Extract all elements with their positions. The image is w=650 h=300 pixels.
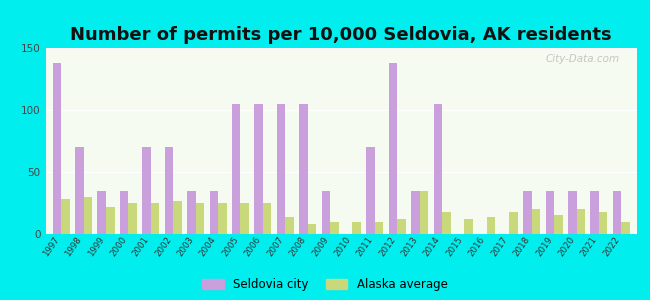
Bar: [299, 104, 307, 234]
Bar: [173, 200, 182, 234]
Bar: [254, 104, 263, 234]
Bar: [75, 147, 84, 234]
Bar: [196, 203, 204, 234]
Bar: [613, 190, 621, 234]
Legend: Seldovia city, Alaska average: Seldovia city, Alaska average: [202, 278, 448, 291]
Bar: [621, 222, 630, 234]
Bar: [61, 199, 70, 234]
Bar: [120, 190, 129, 234]
Bar: [397, 219, 406, 234]
Bar: [98, 190, 106, 234]
Bar: [84, 197, 92, 234]
Bar: [322, 190, 330, 234]
Bar: [240, 203, 249, 234]
Bar: [545, 190, 554, 234]
Bar: [285, 217, 294, 234]
Bar: [375, 222, 383, 234]
Text: City-Data.com: City-Data.com: [545, 54, 619, 64]
Bar: [164, 147, 173, 234]
Bar: [532, 209, 540, 234]
Bar: [411, 190, 420, 234]
Title: Number of permits per 10,000 Seldovia, AK residents: Number of permits per 10,000 Seldovia, A…: [70, 26, 612, 44]
Bar: [487, 217, 495, 234]
Bar: [367, 147, 375, 234]
Bar: [232, 104, 240, 234]
Bar: [465, 219, 473, 234]
Bar: [330, 222, 339, 234]
Bar: [129, 203, 137, 234]
Bar: [106, 207, 114, 234]
Bar: [218, 203, 227, 234]
Bar: [523, 190, 532, 234]
Bar: [53, 63, 61, 234]
Bar: [263, 203, 271, 234]
Bar: [599, 212, 607, 234]
Bar: [434, 104, 442, 234]
Bar: [510, 212, 518, 234]
Bar: [151, 203, 159, 234]
Bar: [142, 147, 151, 234]
Bar: [420, 190, 428, 234]
Bar: [277, 104, 285, 234]
Bar: [442, 212, 450, 234]
Bar: [209, 190, 218, 234]
Bar: [352, 222, 361, 234]
Bar: [389, 63, 397, 234]
Bar: [554, 215, 563, 234]
Bar: [590, 190, 599, 234]
Bar: [187, 190, 196, 234]
Bar: [307, 224, 316, 234]
Bar: [577, 209, 585, 234]
Bar: [568, 190, 577, 234]
